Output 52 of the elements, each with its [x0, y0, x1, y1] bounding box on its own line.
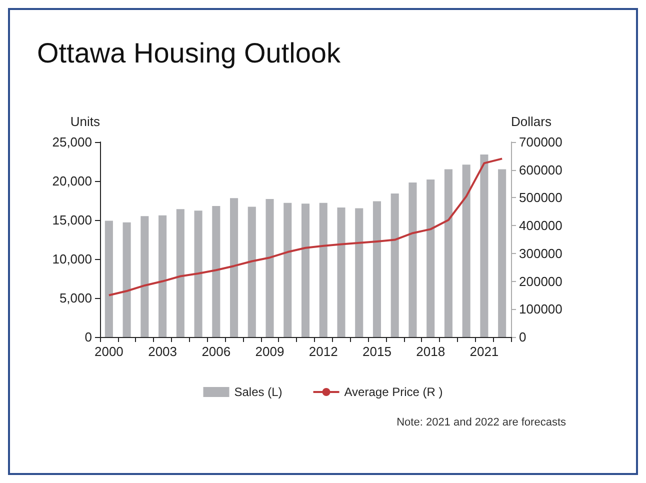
bar	[176, 209, 184, 337]
y2-tick-label: 700000	[519, 134, 562, 150]
x-tick-label: 2021	[470, 344, 499, 359]
bar	[140, 216, 149, 337]
bar	[444, 169, 452, 337]
bar	[480, 154, 488, 337]
bar	[390, 193, 399, 337]
text: Note: 2021 and 2022 are forecasts	[396, 416, 566, 428]
bar	[104, 220, 113, 337]
y2-tick-label: 100000	[519, 302, 562, 317]
x-tick-label: 2009	[255, 344, 284, 359]
y-tick-label: 15,000	[52, 212, 92, 228]
y-axis-title: Units	[70, 114, 100, 129]
x-tick-label: 2015	[362, 344, 392, 359]
legend-label: Sales (L)	[234, 385, 282, 399]
y2-tick-label: 500000	[519, 190, 562, 206]
y2-tick-label: 400000	[519, 218, 562, 234]
line-series	[108, 158, 504, 296]
bar	[301, 204, 310, 337]
bar	[230, 198, 238, 337]
y-tick-label: 25,000	[52, 134, 92, 150]
y2-tick-label: 600000	[519, 162, 562, 178]
bar	[498, 169, 506, 337]
y-tick-label: 5,000	[59, 290, 92, 306]
y-tick-label: 10,000	[52, 252, 92, 266]
bar	[122, 222, 131, 337]
bar	[426, 179, 435, 337]
x-tick-label: 2018	[416, 344, 446, 359]
bar	[194, 210, 202, 337]
bar	[248, 206, 256, 337]
legend-label: Average Price (R )	[344, 385, 443, 399]
bar	[319, 202, 328, 337]
bar	[462, 164, 470, 337]
y2-tick-label: 300000	[519, 246, 562, 261]
x-tick-label: 2012	[308, 344, 338, 359]
y-tick-label: 0	[84, 330, 92, 344]
y2-tick-label: 0	[519, 330, 526, 344]
bar	[284, 202, 292, 337]
y-tick-label: 20,000	[52, 174, 92, 188]
bar	[337, 208, 346, 337]
bar	[372, 201, 381, 337]
bar	[266, 198, 274, 337]
y2-tick-label: 200000	[519, 274, 562, 289]
x-tick-label: 2000	[94, 344, 124, 359]
bar	[408, 182, 417, 337]
chart-title: Ottawa Housing Outlook	[37, 38, 342, 68]
x-tick-label: 2003	[148, 344, 178, 359]
bar	[212, 206, 220, 337]
bar	[355, 208, 364, 337]
y2-axis-title: Dollars	[511, 114, 552, 129]
bar	[158, 215, 167, 337]
x-tick-label: 2006	[202, 344, 231, 359]
